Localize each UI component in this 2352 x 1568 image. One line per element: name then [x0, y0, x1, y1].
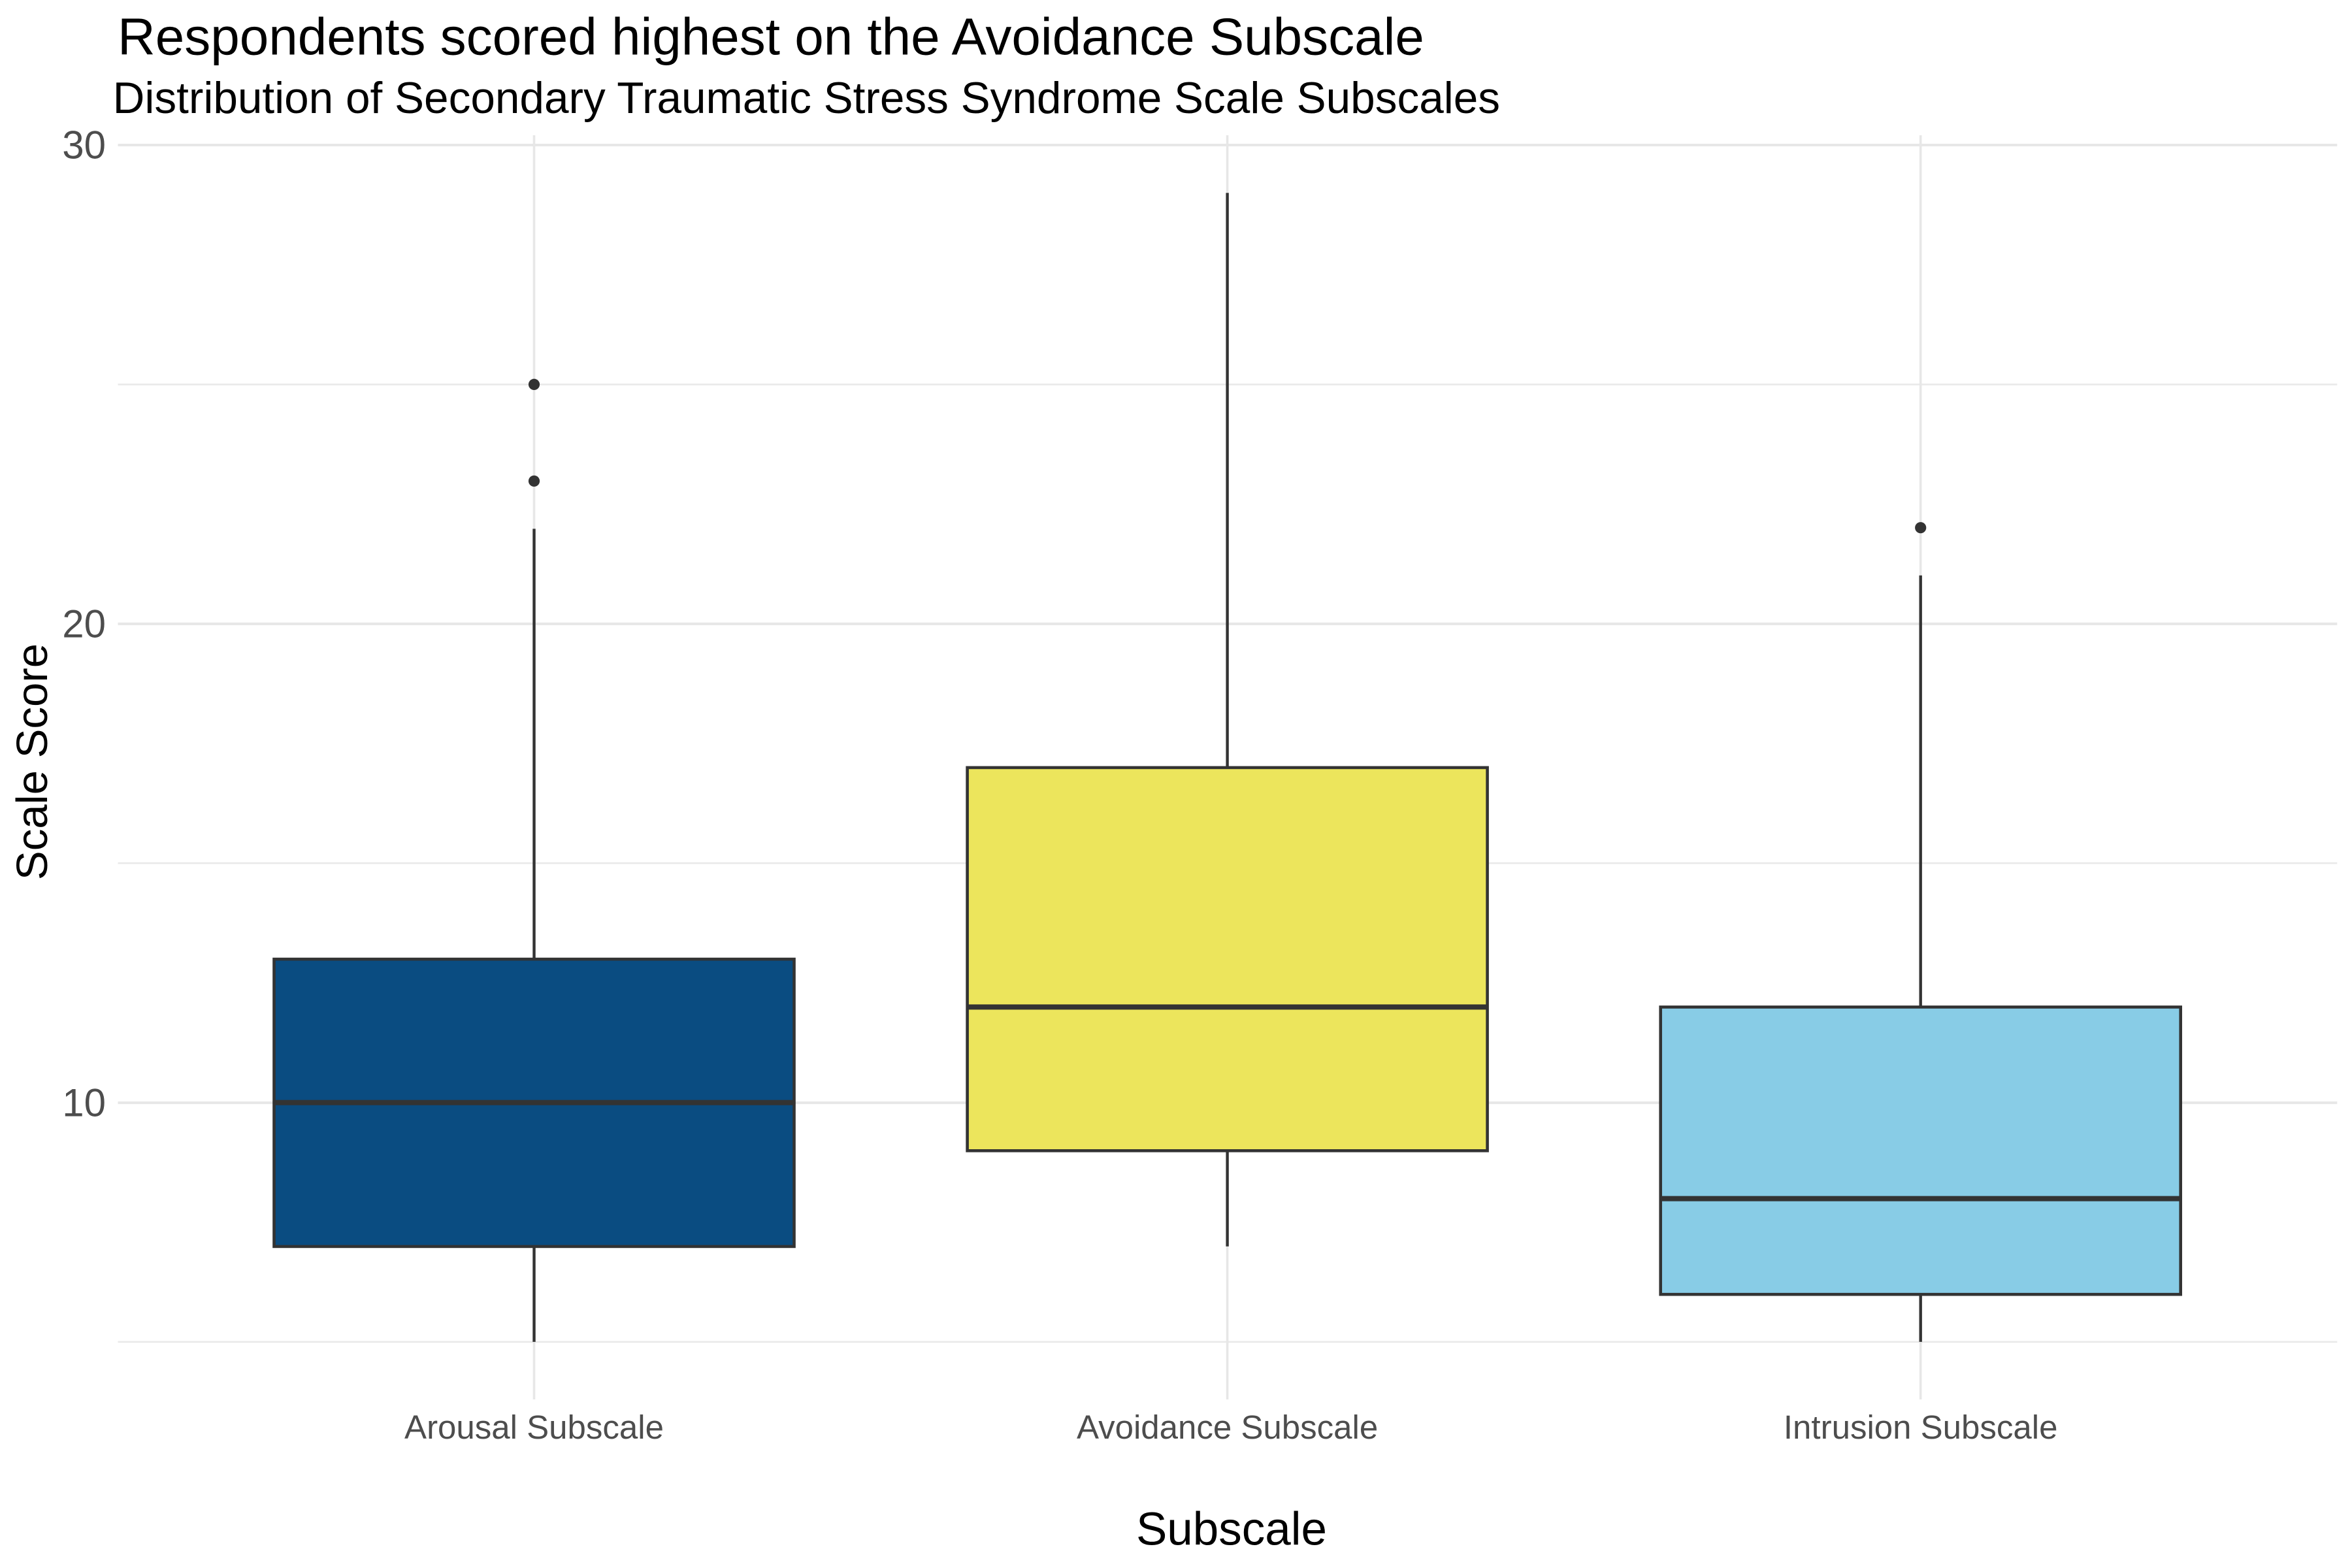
svg-text:Avoidance Subscale: Avoidance Subscale — [1077, 1409, 1378, 1446]
svg-text:30: 30 — [62, 123, 106, 167]
svg-text:Subscale: Subscale — [1136, 1503, 1327, 1555]
svg-text:Scale Score: Scale Score — [8, 644, 57, 880]
svg-text:Respondents scored highest on: Respondents scored highest on the Avoida… — [118, 7, 1424, 65]
svg-text:20: 20 — [62, 602, 106, 645]
svg-text:Intrusion Subscale: Intrusion Subscale — [1784, 1409, 2058, 1446]
svg-text:10: 10 — [62, 1081, 106, 1124]
svg-text:Distribution of Secondary Trau: Distribution of Secondary Traumatic Stre… — [113, 74, 1500, 123]
svg-text:Arousal Subscale: Arousal Subscale — [404, 1409, 664, 1446]
